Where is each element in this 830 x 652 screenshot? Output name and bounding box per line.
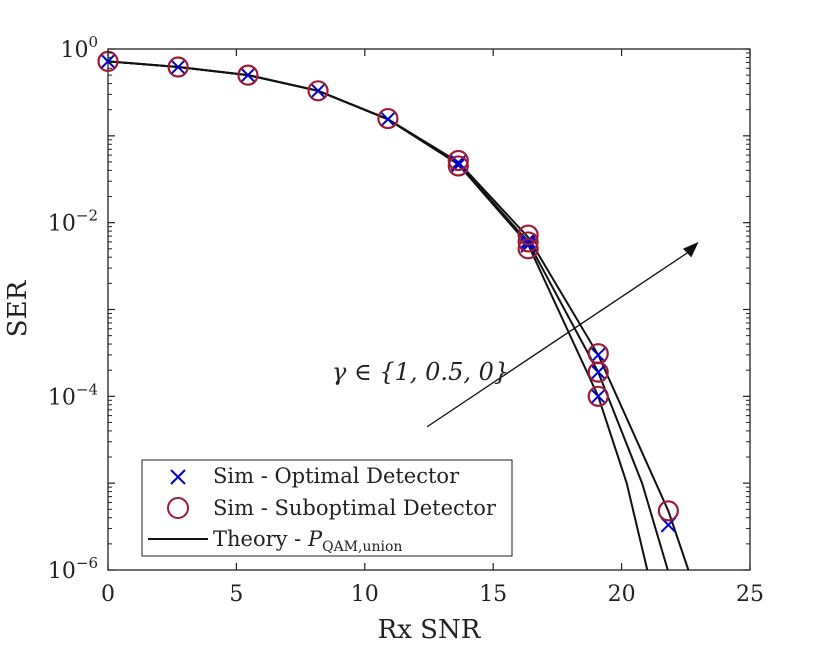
optimal-marker-stroke-b — [590, 364, 606, 380]
optimal-marker — [590, 347, 606, 363]
legend-label-theory: Theory - PQAM,union — [213, 527, 402, 555]
legend-theory-math: P — [307, 527, 323, 551]
x-tick-label: 15 — [479, 582, 507, 607]
optimal-marker — [240, 67, 256, 83]
optimal-marker-stroke-b — [380, 111, 396, 128]
legend-circle-marker-icon — [167, 497, 189, 519]
suboptimal-marker — [167, 56, 189, 78]
optimal-marker-stroke-b — [590, 388, 606, 405]
optimal-marker — [590, 364, 606, 380]
theory-curve-gamma-0 — [107, 60, 690, 571]
optimal-marker-stroke-b — [520, 235, 536, 251]
suboptimal-marker — [657, 500, 679, 522]
legend-label-suboptimal: Sim - Suboptimal Detector — [213, 496, 497, 520]
x-axis-ticks: 0 5 10 15 20 25 — [101, 49, 764, 607]
annotation-arrow — [426, 252, 688, 428]
optimal-marker — [520, 232, 536, 249]
optimal-marker — [520, 235, 536, 251]
gamma-annotation: γ ∈ {1, 0.5, 0} — [332, 241, 699, 428]
legend: Sim - Optimal Detector Sim - Suboptimal … — [141, 459, 513, 557]
optimal-marker — [100, 53, 116, 70]
x-tick-label: 10 — [351, 582, 379, 607]
theory-lines — [107, 60, 690, 571]
optimal-marker-stroke-b — [240, 67, 256, 83]
legend-entry-optimal: Sim - Optimal Detector — [170, 464, 460, 488]
x-tick-label: 5 — [229, 582, 243, 607]
suboptimal-marker — [447, 149, 469, 172]
optimal-marker — [310, 83, 326, 99]
y-axis-ticks: 100 10−2 10−4 10−6 — [48, 33, 750, 584]
legend-x-marker-stroke-b — [170, 469, 186, 485]
optimal-marker — [170, 59, 186, 75]
optimal-marker-stroke-b — [310, 83, 326, 99]
suboptimal-marker — [377, 107, 399, 130]
legend-x-marker — [170, 469, 186, 485]
annotation-arrowhead — [682, 241, 699, 258]
optimal-marker-stroke-b — [100, 53, 116, 70]
suboptimal-markers — [97, 50, 679, 522]
optimal-marker — [590, 388, 606, 405]
x-axis-label: Rx SNR — [378, 615, 482, 645]
x-tick-label: 25 — [736, 582, 764, 607]
x-tick-label: 20 — [608, 582, 636, 607]
annotation-text: γ ∈ {1, 0.5, 0} — [332, 358, 509, 386]
y-tick-label: 100 — [60, 33, 98, 63]
legend-entry-suboptimal: Sim - Suboptimal Detector — [167, 496, 497, 520]
legend-x-marker-icon — [170, 469, 186, 485]
suboptimal-marker — [237, 64, 259, 86]
optimal-marker — [380, 111, 396, 128]
suboptimal-marker — [587, 361, 609, 383]
suboptimal-marker — [447, 155, 469, 177]
suboptimal-marker — [517, 224, 539, 246]
optimal-marker-stroke-b — [170, 59, 186, 75]
y-axis-label: SER — [3, 279, 33, 337]
suboptimal-marker — [587, 385, 609, 407]
legend-entry-theory: Theory - PQAM,union — [148, 527, 402, 555]
legend-theory-prefix: Theory - — [213, 527, 308, 551]
legend-label-optimal: Sim - Optimal Detector — [213, 464, 460, 488]
y-tick-label: 10−2 — [48, 207, 98, 237]
optimal-marker-stroke-b — [520, 232, 536, 249]
suboptimal-marker — [517, 238, 539, 260]
legend-theory-sub: QAM,union — [322, 539, 402, 555]
suboptimal-marker — [517, 231, 539, 253]
y-tick-label: 10−6 — [48, 554, 98, 584]
suboptimal-marker — [307, 80, 329, 102]
optimal-marker-stroke-b — [590, 347, 606, 363]
x-tick-label: 0 — [101, 582, 115, 607]
y-tick-label: 10−4 — [48, 380, 98, 410]
